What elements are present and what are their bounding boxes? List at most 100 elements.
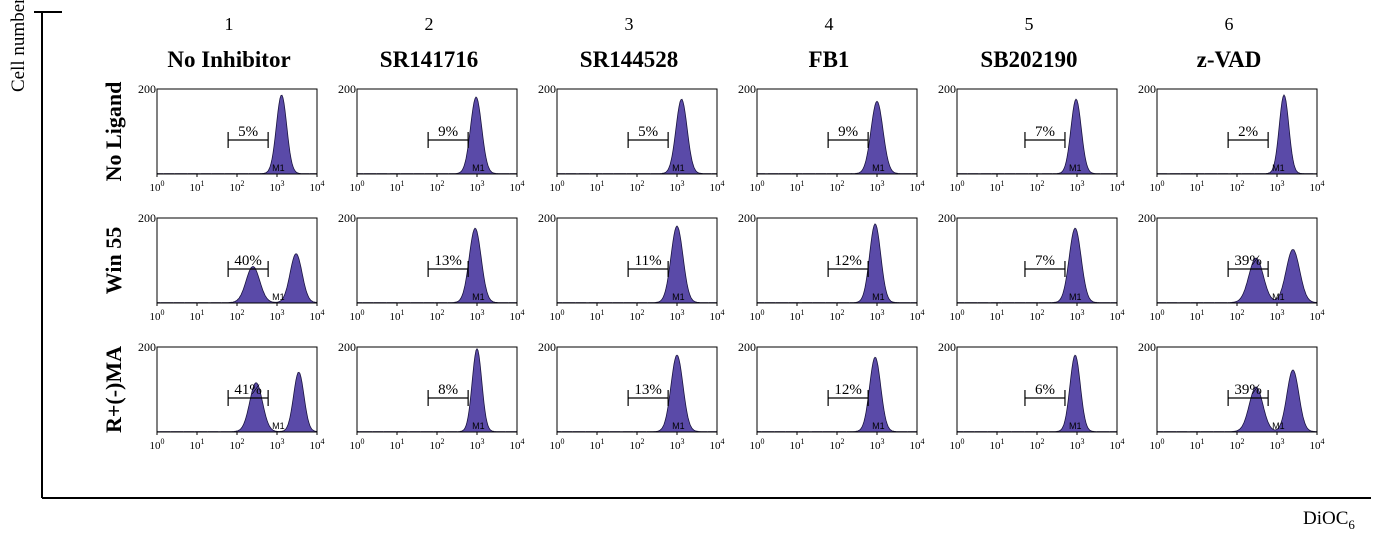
x-tick-label: 100	[350, 179, 365, 194]
y-axis-label: Cell number	[8, 0, 29, 92]
x-tick-label: 103	[1270, 179, 1285, 194]
x-tick-label: 104	[910, 437, 925, 452]
x-tick-label: 101	[1190, 179, 1205, 194]
x-tick-label: 103	[1270, 308, 1285, 323]
column-title: z-VAD	[1197, 47, 1262, 72]
x-tick-label: 104	[710, 437, 725, 452]
x-tick-label: 103	[270, 437, 285, 452]
x-tick-label: 100	[750, 437, 765, 452]
histogram-panel: 200 100 101 102 103 104 5% M1	[538, 82, 725, 194]
histogram-panel: 200 100 101 102 103 104 12% M1	[738, 340, 925, 452]
x-tick-label: 101	[390, 437, 405, 452]
x-tick-label: 101	[390, 308, 405, 323]
marker-label: M1	[1069, 163, 1082, 173]
histogram-area	[356, 96, 518, 175]
x-tick-label: 104	[1310, 437, 1325, 452]
x-tick-label: 100	[350, 437, 365, 452]
x-tick-label: 100	[150, 437, 165, 452]
gate-percentage: 39%	[1234, 382, 1262, 398]
marker-label: M1	[672, 421, 685, 431]
y-tick-label: 200	[338, 340, 356, 354]
x-tick-label: 101	[190, 437, 205, 452]
x-tick-label: 103	[1270, 437, 1285, 452]
x-tick-label: 103	[1070, 437, 1085, 452]
x-tick-label: 102	[1230, 308, 1245, 323]
x-tick-label: 104	[910, 308, 925, 323]
x-tick-label: 100	[1150, 437, 1165, 452]
y-tick-label: 200	[138, 340, 156, 354]
gate-percentage: 13%	[434, 253, 462, 269]
histogram-panel: 200 100 101 102 103 104 6% M1	[938, 340, 1125, 452]
histogram-panel: 200 100 101 102 103 104 2% M1	[1138, 82, 1325, 194]
x-tick-label: 100	[150, 308, 165, 323]
x-tick-label: 103	[670, 437, 685, 452]
x-tick-label: 103	[470, 179, 485, 194]
marker-label: M1	[472, 421, 485, 431]
x-tick-label: 104	[1110, 437, 1125, 452]
x-tick-label: 100	[150, 179, 165, 194]
marker-label: M1	[672, 292, 685, 302]
histogram-area	[1156, 369, 1318, 433]
marker-label: M1	[1069, 421, 1082, 431]
x-tick-label: 104	[310, 437, 325, 452]
histogram-grid: 1 No Inhibitor 2 SR141716 3 SR144528 4 FB1 5 SB20…	[101, 14, 1325, 452]
y-tick-label: 200	[538, 82, 556, 96]
histogram-panel: 200 100 101 102 103 104 9% M1	[738, 82, 925, 194]
x-tick-label: 104	[510, 179, 525, 194]
marker-label: M1	[272, 421, 285, 431]
x-tick-label: 103	[270, 179, 285, 194]
y-tick-label: 200	[938, 82, 956, 96]
x-tick-label: 100	[750, 308, 765, 323]
x-tick-label: 102	[630, 179, 645, 194]
y-tick-label: 200	[738, 211, 756, 225]
x-tick-label: 102	[830, 179, 845, 194]
column-title: SR144528	[580, 47, 678, 72]
y-tick-label: 200	[538, 211, 556, 225]
marker-label: M1	[472, 163, 485, 173]
x-tick-label: 103	[1070, 179, 1085, 194]
marker-label: M1	[872, 163, 885, 173]
histogram-panel: 200 100 101 102 103 104 8% M1	[338, 340, 525, 452]
marker-label: M1	[272, 163, 285, 173]
histogram-area	[556, 98, 718, 175]
column-number: 6	[1225, 14, 1234, 34]
x-tick-label: 100	[550, 308, 565, 323]
x-axis-label-main: DiOC	[1303, 508, 1349, 529]
x-tick-label: 102	[430, 308, 445, 323]
y-tick-label: 200	[738, 82, 756, 96]
gate-percentage: 12%	[834, 253, 862, 269]
x-tick-label: 104	[710, 308, 725, 323]
panel-frame	[556, 88, 718, 175]
x-tick-label: 100	[550, 437, 565, 452]
x-tick-label: 102	[830, 437, 845, 452]
x-tick-label: 101	[1190, 437, 1205, 452]
gate-percentage: 11%	[635, 253, 662, 269]
column-title: No Inhibitor	[167, 47, 290, 72]
x-tick-label: 101	[190, 308, 205, 323]
histogram-area	[356, 348, 518, 433]
y-tick-label: 200	[1138, 211, 1156, 225]
y-tick-label: 200	[338, 211, 356, 225]
x-tick-label: 104	[310, 179, 325, 194]
marker-label: M1	[272, 292, 285, 302]
x-tick-label: 101	[790, 308, 805, 323]
x-tick-label: 103	[870, 179, 885, 194]
gate-percentage: 41%	[234, 382, 262, 398]
marker-label: M1	[872, 421, 885, 431]
x-tick-label: 103	[1070, 308, 1085, 323]
x-tick-label: 100	[550, 179, 565, 194]
x-axis-label: DiOC6	[1303, 508, 1355, 533]
x-tick-label: 104	[1310, 308, 1325, 323]
gate-percentage: 9%	[838, 124, 858, 140]
x-tick-label: 100	[350, 308, 365, 323]
panel-frame	[156, 88, 318, 175]
x-tick-label: 104	[710, 179, 725, 194]
x-tick-label: 103	[270, 308, 285, 323]
x-tick-label: 101	[790, 437, 805, 452]
x-tick-label: 100	[750, 179, 765, 194]
gate-percentage: 5%	[238, 124, 258, 140]
x-tick-label: 102	[630, 308, 645, 323]
gate-percentage: 2%	[1238, 124, 1258, 140]
x-tick-label: 102	[630, 437, 645, 452]
